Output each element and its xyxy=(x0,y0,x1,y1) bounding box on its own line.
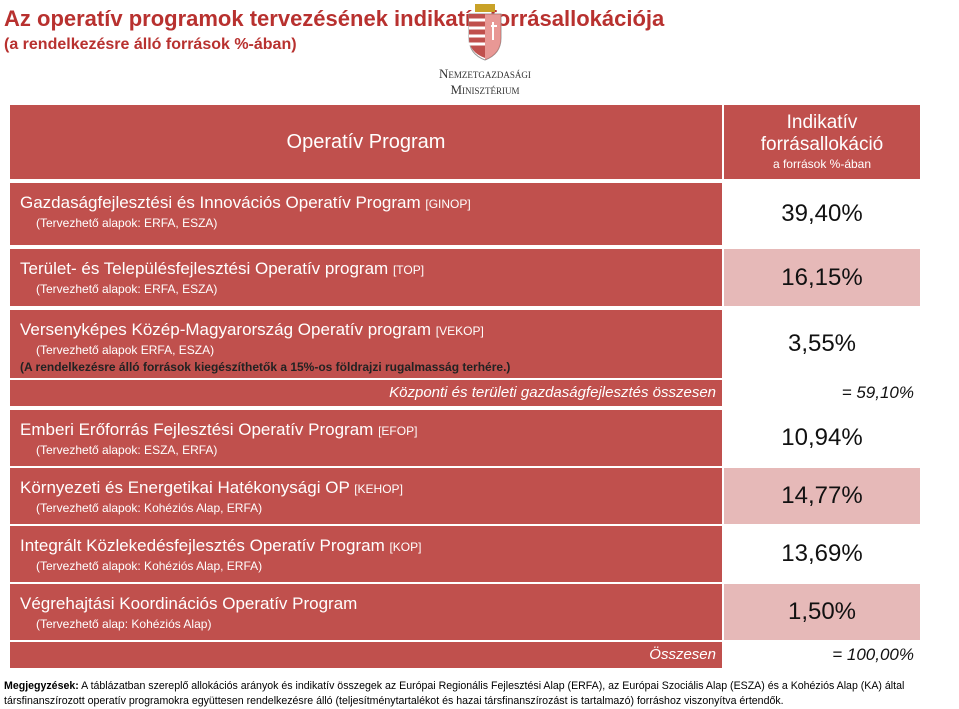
program-title: Versenyképes Közép-Magyarország Operatív… xyxy=(20,320,432,339)
program-code: [GINOP] xyxy=(425,197,471,211)
logo: Nemzetgazdasági Minisztérium xyxy=(410,0,560,98)
allocation-value: 1,50% xyxy=(724,584,920,640)
notes-text: A táblázatban szereplő allokációs arányo… xyxy=(4,680,905,707)
header-text: Indikatív xyxy=(786,112,858,133)
program-note: (Tervezhető alapok: ERFA, ESZA) xyxy=(36,216,218,230)
title: Az operatív programok tervezésének indik… xyxy=(4,6,665,31)
program-note: (Tervezhető alapok ERFA, ESZA) xyxy=(36,343,215,357)
program-note: (Tervezhető alapok: Kohéziós Alap, ERFA) xyxy=(36,559,263,573)
total-value: = 100,00% xyxy=(724,642,920,668)
program-cell: Gazdaságfejlesztési és Innovációs Operat… xyxy=(10,183,722,245)
program-note: (Tervezhető alapok: ERFA, ESZA) xyxy=(36,282,218,296)
program-name: Terület- és Településfejlesztési Operatí… xyxy=(20,259,722,279)
header-cell: Operatív Program xyxy=(10,105,722,179)
notes-label: Megjegyzések: xyxy=(4,680,79,692)
logo-text: Minisztérium xyxy=(450,82,520,97)
program-title: Terület- és Településfejlesztési Operatí… xyxy=(20,259,389,278)
program-note: (Tervezhető alap: Kohéziós Alap) xyxy=(36,617,212,631)
total-label: Összesen xyxy=(10,642,722,668)
program-name: Környezeti és Energetikai Hatékonysági O… xyxy=(20,478,722,498)
program-code: [KOP] xyxy=(389,540,422,554)
program-code: [EFOP] xyxy=(378,424,418,438)
program-cell: Környezeti és Energetikai Hatékonysági O… xyxy=(10,468,722,524)
program-cell: Terület- és Településfejlesztési Operatí… xyxy=(10,249,722,306)
program-cell: Versenyképes Közép-Magyarország Operatív… xyxy=(10,310,722,378)
program-cell: Emberi Erőforrás Fejlesztési Operatív Pr… xyxy=(10,410,722,466)
program-cell: Integrált Közlekedésfejlesztés Operatív … xyxy=(10,526,722,582)
coat-of-arms xyxy=(468,4,502,61)
program-name: Végrehajtási Koordinációs Operatív Progr… xyxy=(20,594,722,614)
program-name: Versenyképes Közép-Magyarország Operatív… xyxy=(20,320,722,340)
notes: Megjegyzések: A táblázatban szereplő all… xyxy=(4,679,959,709)
header-text: a források %-ában xyxy=(772,157,872,171)
program-extra: (A rendelkezésre álló források kiegészít… xyxy=(20,360,511,374)
subtotal-value: = 59,10% xyxy=(724,380,920,406)
program-title: Emberi Erőforrás Fejlesztési Operatív Pr… xyxy=(20,420,374,439)
header-text: forrásallokáció xyxy=(760,134,884,155)
program-title: Környezeti és Energetikai Hatékonysági O… xyxy=(20,478,350,497)
program-cell: Végrehajtási Koordinációs Operatív Progr… xyxy=(10,584,722,640)
allocation-value: 13,69% xyxy=(724,526,920,582)
allocation-value: 3,55% xyxy=(724,310,920,378)
subtitle: (a rendelkezésre álló források %-ában) xyxy=(4,36,297,53)
program-title: Végrehajtási Koordinációs Operatív Progr… xyxy=(20,594,358,613)
program-note: (Tervezhető alapok: ESZA, ERFA) xyxy=(36,443,218,457)
subtotal-label: Központi és területi gazdaságfejlesztés … xyxy=(10,380,722,406)
program-note: (Tervezhető alapok: Kohéziós Alap, ERFA) xyxy=(36,501,263,515)
allocation-value: 10,94% xyxy=(724,410,920,466)
program-name: Emberi Erőforrás Fejlesztési Operatív Pr… xyxy=(20,420,722,440)
header-cell: Indikatív forrásallokáció a források %-á… xyxy=(724,105,920,179)
program-name: Gazdaságfejlesztési és Innovációs Operat… xyxy=(20,193,722,213)
program-title: Integrált Közlekedésfejlesztés Operatív … xyxy=(20,536,385,555)
program-code: [KEHOP] xyxy=(354,482,403,496)
allocation-value: 16,15% xyxy=(724,249,920,306)
logo-text: Nemzetgazdasági xyxy=(439,66,531,81)
allocation-value: 14,77% xyxy=(724,468,920,524)
program-title: Gazdaságfejlesztési és Innovációs Operat… xyxy=(20,193,421,212)
program-code: [TOP] xyxy=(392,263,425,277)
program-name: Integrált Közlekedésfejlesztés Operatív … xyxy=(20,536,722,556)
program-code: [VEKOP] xyxy=(435,324,484,338)
allocation-value: 39,40% xyxy=(724,183,920,245)
